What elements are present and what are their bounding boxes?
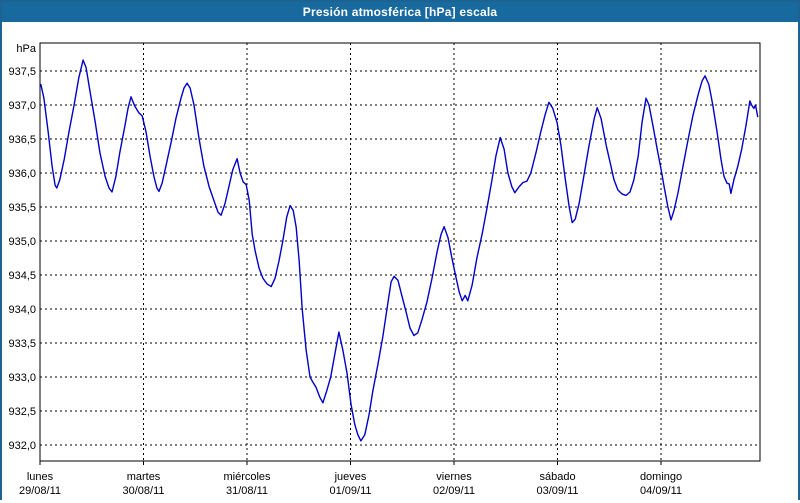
y-tick-label: 932,5 xyxy=(8,406,36,418)
pressure-line-chart: 937,5 937,0 936,5 936,0 935,5 935,0 934,5 934,0… xyxy=(8,42,761,497)
y-axis-unit-label: hPa xyxy=(16,43,36,55)
day-label: martes xyxy=(127,471,161,483)
curve-pressure xyxy=(40,59,759,442)
y-tick-label: 932,0 xyxy=(8,440,36,452)
date-label: 03/09/11 xyxy=(537,485,579,497)
y-tick-label: 937,5 xyxy=(8,66,36,78)
y-tick-label: 933,5 xyxy=(8,338,36,350)
date-label: 01/09/11 xyxy=(330,485,372,497)
axis-frame xyxy=(39,42,761,462)
date-label: 02/09/11 xyxy=(433,485,475,497)
y-tick-label: 936,5 xyxy=(8,134,36,146)
day-label: domingo xyxy=(640,471,682,483)
day-label: lunes xyxy=(27,471,54,483)
chart-title-bar: Presión atmosférica [hPa] escala xyxy=(2,2,798,22)
y-tick-label: 936,0 xyxy=(8,168,36,180)
y-tick-label: 934,5 xyxy=(8,270,36,282)
date-label: 04/09/11 xyxy=(640,485,682,497)
day-label: sábado xyxy=(539,471,575,483)
date-label: 29/08/11 xyxy=(19,485,61,497)
day-label: jueves xyxy=(334,471,367,483)
date-label: 30/08/11 xyxy=(122,485,164,497)
y-tick-label: 934,0 xyxy=(8,304,36,316)
chart-title: Presión atmosférica [hPa] escala xyxy=(302,5,498,19)
y-tick-label: 933,0 xyxy=(8,372,36,384)
day-label: miércoles xyxy=(223,471,271,483)
date-label: 31/08/11 xyxy=(226,485,268,497)
day-label: viernes xyxy=(436,471,472,483)
y-tick-label: 935,5 xyxy=(8,202,36,214)
chart-area: 937,5 937,0 936,5 936,0 935,5 935,0 934,5 934,0… xyxy=(2,22,798,503)
y-tick-label: 937,0 xyxy=(8,100,36,112)
y-tick-label: 935,0 xyxy=(8,236,36,248)
